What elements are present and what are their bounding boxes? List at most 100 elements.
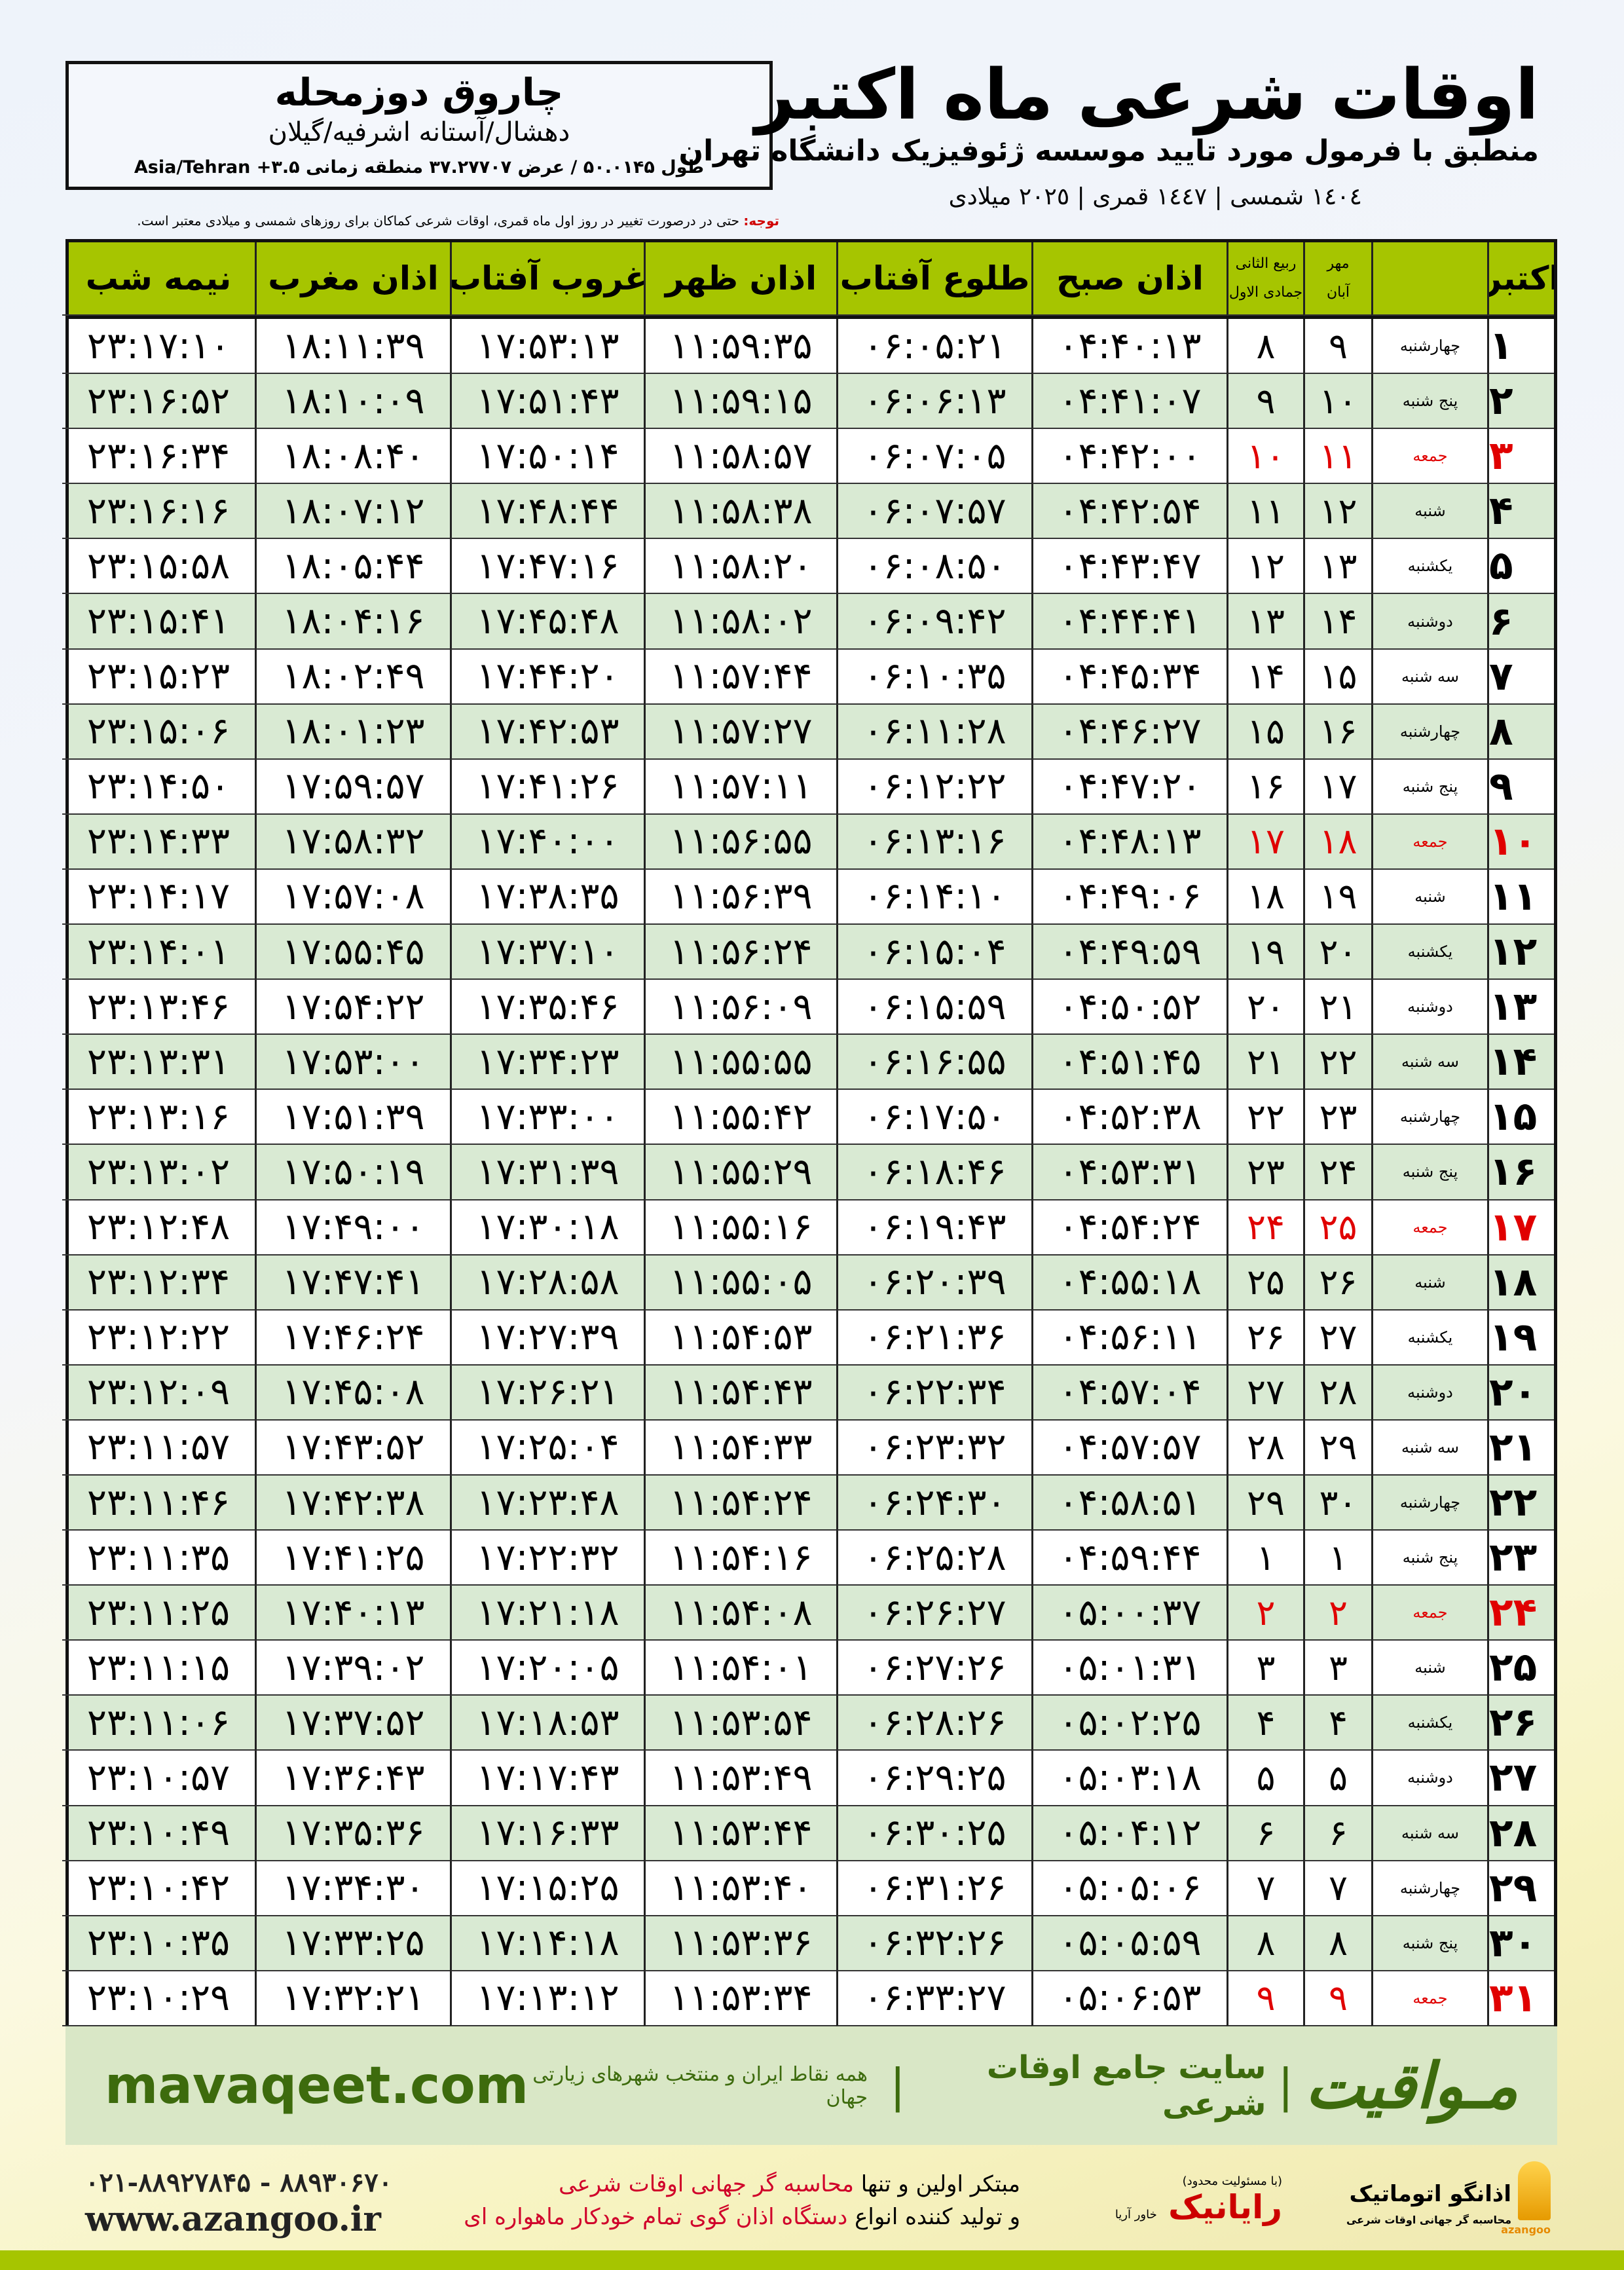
sunset-time: ۱۷:۲۱:۱۸ <box>450 1586 644 1641</box>
year-line: ١٤٠٤ شمسی | ١٤٤٧ قمری | ٢٠٢٥ میلادی <box>948 183 1362 210</box>
azangoo-name: اذانگو اتوماتیک <box>1349 2181 1511 2207</box>
qamari-day: ۲۵ <box>1227 1255 1303 1311</box>
sunset-time: ۱۷:۱۵:۲۵ <box>450 1861 644 1916</box>
col-shamsi: مهر آبان <box>1303 242 1371 316</box>
table-row: ۹ پنج شنبه ۱۷ ۱۶ ۰۴:۴۷:۲۰ ۰۶:۱۲:۲۲ ۱۱:۵۷:۱۱ ۱۷:… <box>62 759 1554 815</box>
fajr-time: ۰۴:۴۱:۰۷ <box>1031 374 1227 430</box>
weekday: شنبه <box>1371 1641 1487 1696</box>
shamsi-day: ۲۱ <box>1303 980 1371 1035</box>
day-number: ۲ <box>1487 374 1554 430</box>
table-row: ۱۱ شنبه ۱۹ ۱۸ ۰۴:۴۹:۰۶ ۰۶:۱۴:۱۰ ۱۱:۵۶:۳۹ ۱۷:۳۸:… <box>62 869 1554 925</box>
maghrib-time: ۱۷:۵۸:۳۲ <box>255 814 450 870</box>
sunrise-time: ۰۶:۱۵:۵۹ <box>836 980 1031 1035</box>
mavaqeet-link[interactable]: mavaqeet.com <box>105 2056 529 2115</box>
shamsi-day: ۳۰ <box>1303 1475 1371 1531</box>
midnight-time: ۲۳:۱۷:۱۰ <box>62 319 255 375</box>
sunset-time: ۱۷:۳۵:۴۶ <box>450 980 644 1035</box>
maghrib-time: ۱۷:۴۳:۵۲ <box>255 1420 450 1476</box>
sunset-time: ۱۷:۴۰:۰۰ <box>450 814 644 870</box>
weekday: پنج شنبه <box>1371 759 1487 815</box>
banner-sub: همه نقاط ایران و منتخب شهرهای زیارتی جها… <box>532 2062 868 2109</box>
fajr-time: ۰۴:۵۶:۱۱ <box>1031 1310 1227 1366</box>
qamari-day: ۲۶ <box>1227 1310 1303 1366</box>
dhuhr-time: ۱۱:۵۹:۱۵ <box>644 374 836 430</box>
minaret-icon <box>1518 2161 1551 2220</box>
col-weekday <box>1371 242 1487 316</box>
sunset-time: ۱۷:۵۱:۴۳ <box>450 374 644 430</box>
qamari-day: ۷ <box>1227 1861 1303 1916</box>
maghrib-time: ۱۷:۵۵:۴۵ <box>255 925 450 980</box>
qamari-day: ۲۴ <box>1227 1200 1303 1256</box>
weekday: دوشنبه <box>1371 1751 1487 1806</box>
dhuhr-time: ۱۱:۵۴:۲۴ <box>644 1475 836 1531</box>
day-number: ۸ <box>1487 704 1554 760</box>
table-row: ۱۲ یکشنبه ۲۰ ۱۹ ۰۴:۴۹:۵۹ ۰۶:۱۵:۰۴ ۱۱:۵۶:۲۴ ۱۷:۳… <box>62 925 1554 980</box>
maghrib-time: ۱۷:۳۶:۴۳ <box>255 1751 450 1806</box>
sunset-time: ۱۷:۳۴:۲۳ <box>450 1035 644 1090</box>
table-row: ۶ دوشنبه ۱۴ ۱۳ ۰۴:۴۴:۴۱ ۰۶:۰۹:۴۲ ۱۱:۵۸:۰۲ ۱۷:۴۵… <box>62 594 1554 650</box>
dhuhr-time: ۱۱:۵۸:۰۲ <box>644 594 836 650</box>
weekday: یکشنبه <box>1371 1310 1487 1366</box>
qamari-day: ۱۸ <box>1227 869 1303 925</box>
table-row: ۳۰ پنج شنبه ۸ ۸ ۰۵:۰۵:۵۹ ۰۶:۳۲:۲۶ ۱۱:۵۳:۳۶ ۱۷:۱… <box>62 1916 1554 1971</box>
dhuhr-time: ۱۱:۵۶:۲۴ <box>644 925 836 980</box>
weekday: پنج شنبه <box>1371 1916 1487 1971</box>
col-sunset: غروب آفتاب <box>450 242 644 316</box>
sunset-time: ۱۷:۱۴:۱۸ <box>450 1916 644 1971</box>
dhuhr-time: ۱۱:۵۵:۰۵ <box>644 1255 836 1311</box>
fajr-time: ۰۴:۴۰:۱۳ <box>1031 319 1227 375</box>
qamari-day: ۹ <box>1227 374 1303 430</box>
phone-numbers: ۰۲۱-۸۸۹۲۷۸۴۵ - ۸۸۹۳۰۶۷۰ <box>85 2167 393 2198</box>
banner-slogan: سایت جامع اوقات شرعی <box>986 2049 1266 2123</box>
table-row: ۱۷ جمعه ۲۵ ۲۴ ۰۴:۵۴:۲۴ ۰۶:۱۹:۴۳ ۱۱:۵۵:۱۶ ۱۷:۳۰:… <box>62 1200 1554 1256</box>
shamsi-day: ۲۵ <box>1303 1200 1371 1256</box>
dhuhr-time: ۱۱:۵۸:۳۸ <box>644 484 836 540</box>
sunset-time: ۱۷:۴۷:۱۶ <box>450 539 644 595</box>
azangoo-link[interactable]: www.azangoo.ir <box>85 2199 381 2239</box>
azangoo-latin: azangoo <box>1501 2223 1551 2236</box>
fajr-time: ۰۵:۰۲:۲۵ <box>1031 1696 1227 1751</box>
midnight-time: ۲۳:۱۰:۵۷ <box>62 1751 255 1806</box>
maghrib-time: ۱۷:۴۲:۳۸ <box>255 1475 450 1531</box>
qamari-day: ۱۲ <box>1227 539 1303 595</box>
maghrib-time: ۱۷:۵۳:۰۰ <box>255 1035 450 1090</box>
promo-line2: و تولید کننده انواع <box>847 2204 1020 2230</box>
azangoo-sub: محاسبه گر جهانی اوقات شرعی <box>1346 2214 1511 2226</box>
dhuhr-time: ۱۱:۵۸:۲۰ <box>644 539 836 595</box>
mavaqeet-banner: مـواقیت | سایت جامع اوقات شرعی | همه نقا… <box>65 2026 1557 2145</box>
sunset-time: ۱۷:۴۸:۴۴ <box>450 484 644 540</box>
table-row: ۷ سه شنبه ۱۵ ۱۴ ۰۴:۴۵:۳۴ ۰۶:۱۰:۳۵ ۱۱:۵۷:۴۴ ۱۷:۴… <box>62 649 1554 705</box>
day-number: ۱۶ <box>1487 1145 1554 1200</box>
table-row: ۱۶ پنج شنبه ۲۴ ۲۳ ۰۴:۵۳:۳۱ ۰۶:۱۸:۴۶ ۱۱:۵۵:۲۹ ۱۷… <box>62 1145 1554 1200</box>
weekday: شنبه <box>1371 1255 1487 1311</box>
sunrise-time: ۰۶:۱۷:۵۰ <box>836 1090 1031 1145</box>
col-qamari: ربیع الثانی جمادی الاول <box>1227 242 1303 316</box>
shamsi-day: ۱ <box>1303 1531 1371 1586</box>
weekday: سه شنبه <box>1371 1035 1487 1090</box>
table-row: ۱ چهارشنبه ۹ ۸ ۰۴:۴۰:۱۳ ۰۶:۰۵:۲۱ ۱۱:۵۹:۳۵ ۱۷:۵۳… <box>62 319 1554 375</box>
weekday: سه شنبه <box>1371 1806 1487 1861</box>
table-row: ۲۳ پنج شنبه ۱ ۱ ۰۴:۵۹:۴۴ ۰۶:۲۵:۲۸ ۱۱:۵۴:۱۶ ۱۷:۲… <box>62 1531 1554 1586</box>
sunset-time: ۱۷:۴۴:۲۰ <box>450 649 644 705</box>
sunrise-time: ۰۶:۰۶:۱۳ <box>836 374 1031 430</box>
dhuhr-time: ۱۱:۵۳:۳۴ <box>644 1971 836 2026</box>
col-month: اکتبر <box>1487 242 1554 316</box>
dhuhr-time: ۱۱:۵۳:۳۶ <box>644 1916 836 1971</box>
maghrib-time: ۱۸:۱۱:۳۹ <box>255 319 450 375</box>
qamari-day: ۱۹ <box>1227 925 1303 980</box>
table-row: ۳۱ جمعه ۹ ۹ ۰۵:۰۶:۵۳ ۰۶:۳۳:۲۷ ۱۱:۵۳:۳۴ ۱۷:۱۳:۱۲… <box>62 1971 1554 2026</box>
promo-line1: مبتکر اولین و تنها <box>853 2171 1020 2197</box>
fajr-time: ۰۴:۴۲:۵۴ <box>1031 484 1227 540</box>
table-row: ۳ جمعه ۱۱ ۱۰ ۰۴:۴۲:۰۰ ۰۶:۰۷:۰۵ ۱۱:۵۸:۵۷ ۱۷:۵۰:۱… <box>62 429 1554 485</box>
shamsi-day: ۱۰ <box>1303 374 1371 430</box>
weekday: یکشنبه <box>1371 1696 1487 1751</box>
maghrib-time: ۱۷:۴۷:۴۱ <box>255 1255 450 1311</box>
table-body: ۱ چهارشنبه ۹ ۸ ۰۴:۴۰:۱۳ ۰۶:۰۵:۲۱ ۱۱:۵۹:۳۵ ۱۷:۵۳… <box>62 319 1554 2026</box>
qamari-day: ۱ <box>1227 1531 1303 1586</box>
qamari-day: ۲۲ <box>1227 1090 1303 1145</box>
qamari-month-1: ربیع الثانی <box>1235 255 1297 272</box>
promo-line1-highlight: محاسبه گر جهانی اوقات شرعی <box>559 2171 854 2197</box>
day-number: ۲۴ <box>1487 1586 1554 1641</box>
midnight-time: ۲۳:۱۲:۴۸ <box>62 1200 255 1256</box>
sunrise-time: ۰۶:۱۴:۱۰ <box>836 869 1031 925</box>
